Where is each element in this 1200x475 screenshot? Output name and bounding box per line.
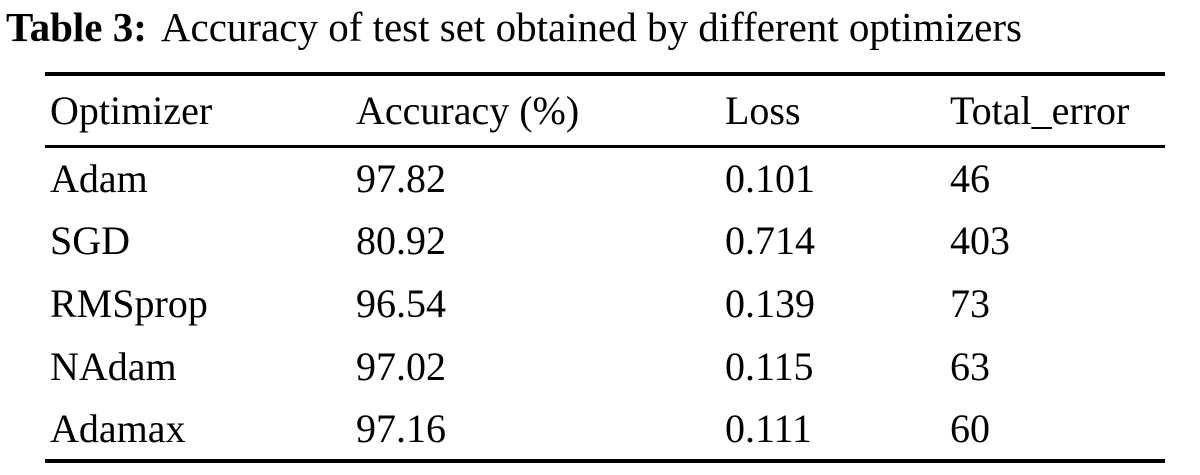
cell-total-error: 403 (950, 218, 1010, 264)
column-header-total-error: Total_error (950, 87, 1130, 133)
table-caption-text: Accuracy of test set obtained by differe… (160, 4, 1022, 50)
cell-optimizer: RMSprop (50, 281, 208, 327)
column-header-loss: Loss (725, 87, 801, 133)
table-row: SGD 80.92 0.714 403 (45, 209, 1165, 272)
cell-accuracy: 80.92 (356, 218, 446, 264)
cell-loss: 0.714 (725, 218, 815, 264)
table-row: NAdam 97.02 0.115 63 (45, 335, 1165, 398)
table-caption-label: Table 3: (6, 4, 147, 50)
table-row: RMSprop 96.54 0.139 73 (45, 272, 1165, 335)
cell-accuracy: 97.16 (356, 406, 446, 452)
cell-loss: 0.111 (725, 406, 813, 452)
cell-accuracy: 97.82 (356, 155, 446, 201)
column-header-optimizer: Optimizer (50, 87, 213, 133)
cell-total-error: 60 (950, 406, 990, 452)
cell-optimizer: Adamax (50, 406, 186, 452)
optimizer-results-table: Optimizer Accuracy (%) Loss Total_error … (45, 72, 1165, 464)
cell-total-error: 63 (950, 344, 990, 390)
cell-accuracy: 96.54 (356, 281, 446, 327)
cell-total-error: 73 (950, 281, 990, 327)
table-row: Adamax 97.16 0.111 60 (45, 398, 1165, 461)
cell-accuracy: 97.02 (356, 344, 446, 390)
table-caption: Table 3: Accuracy of test set obtained by… (0, 0, 1200, 51)
cell-loss: 0.101 (725, 155, 815, 201)
table-row: Adam 97.82 0.101 46 (45, 146, 1165, 209)
header-row: Optimizer Accuracy (%) Loss Total_error (45, 74, 1165, 147)
cell-loss: 0.115 (725, 344, 814, 390)
cell-optimizer: SGD (50, 218, 131, 264)
cell-loss: 0.139 (725, 281, 815, 327)
cell-optimizer: Adam (50, 155, 148, 201)
cell-optimizer: NAdam (50, 344, 177, 390)
cell-total-error: 46 (950, 155, 990, 201)
column-header-accuracy: Accuracy (%) (356, 87, 580, 133)
